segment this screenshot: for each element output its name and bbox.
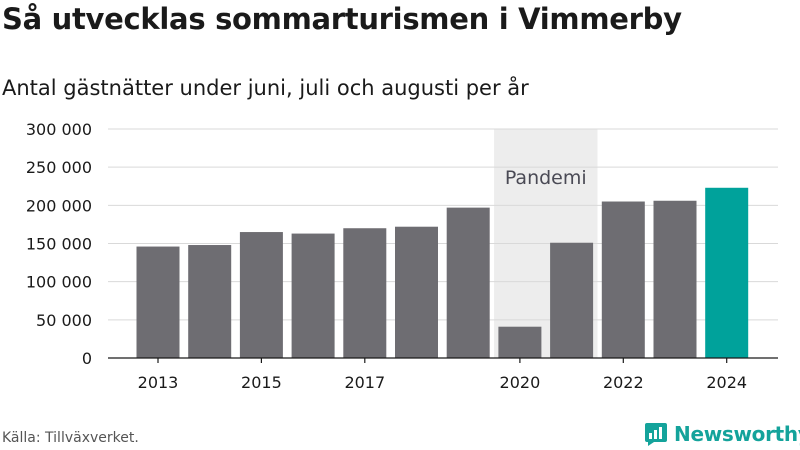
chart-title: Så utvecklas sommarturismen i Vimmerby (2, 2, 682, 36)
label-layer: 0 50 000 100 000 150 000 200 000 250 000 300 0… (26, 120, 747, 392)
bar-2018 (395, 226, 438, 358)
brand-name: Newsworthy (674, 422, 800, 446)
newsworthy-logo: Newsworthy (644, 420, 800, 448)
bar-2023 (653, 200, 697, 358)
x-tick-label: 2017 (344, 373, 385, 392)
pandemic-label: Pandemi (505, 167, 587, 189)
y-tick-label: 200 000 (26, 196, 92, 215)
y-tick-label: 100 000 (26, 273, 92, 292)
bar-2016 (291, 233, 335, 358)
y-tick-label: 50 000 (36, 311, 92, 330)
y-tick-label: 150 000 (26, 235, 92, 254)
chart-subtitle: Antal gästnätter under juni, juli och au… (2, 76, 529, 100)
bar-2024 (705, 187, 749, 358)
bar-2021 (550, 242, 594, 358)
y-tick-label: 0 (82, 349, 92, 368)
newsworthy-logo-icon (645, 423, 667, 446)
x-tick-label: 2020 (500, 373, 541, 392)
bar-2015 (239, 232, 283, 358)
axis-layer (108, 357, 778, 363)
x-tick-label: 2022 (603, 373, 644, 392)
bar-2014 (188, 245, 232, 358)
x-tick-label: 2024 (706, 373, 747, 392)
x-tick-label: 2015 (241, 373, 282, 392)
y-tick-label: 300 000 (26, 120, 92, 139)
x-tick-label: 2013 (138, 373, 179, 392)
y-tick-label: 250 000 (26, 158, 92, 177)
bar-2022 (601, 201, 645, 358)
bar-2013 (136, 246, 180, 358)
bar-2020 (498, 326, 542, 358)
bar-layer (136, 187, 749, 358)
source-note: Källa: Tillväxverket. (2, 430, 139, 446)
bar-2017 (343, 228, 387, 358)
bar-2019 (446, 207, 490, 358)
